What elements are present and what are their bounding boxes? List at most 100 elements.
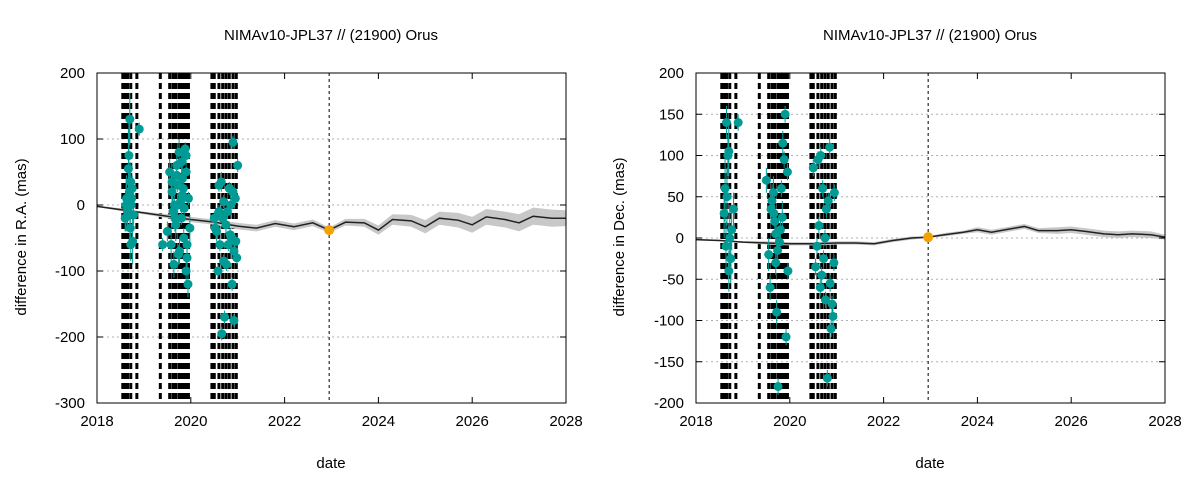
dec-data-point <box>782 167 792 177</box>
ra-data-point <box>182 240 192 250</box>
ra-data-point <box>219 197 229 207</box>
ra-data-point <box>222 207 232 217</box>
ra-data-point <box>229 246 239 256</box>
ra-data-point <box>172 170 182 180</box>
ra-y-tick-label: 100 <box>60 131 85 148</box>
ra-data-point <box>170 213 180 223</box>
ra-data-point <box>225 230 235 240</box>
ra-data-point <box>183 279 193 289</box>
dec-data-point <box>826 324 836 334</box>
ra-data-point <box>209 213 219 223</box>
dec-y-tick-label: 100 <box>659 148 684 165</box>
dec-data-point <box>768 188 778 198</box>
dec-data-point <box>818 184 828 193</box>
dec-x-tick-label: 2022 <box>867 413 900 430</box>
ra-data-point <box>233 160 243 170</box>
ra-data-point <box>166 240 176 250</box>
dec-data-point <box>773 245 783 255</box>
ra-data-point <box>176 157 186 167</box>
dec-data-point <box>827 299 837 309</box>
ra-x-tick-label: 2026 <box>456 413 489 430</box>
dec-data-point <box>829 258 839 268</box>
dec-data-point <box>777 212 787 222</box>
dec-y-axis-label: difference in Dec. (mas) <box>611 158 628 317</box>
dec-data-point <box>719 208 729 218</box>
dec-data-point <box>776 184 786 193</box>
ra-reference-point <box>324 225 335 236</box>
ra-data-point <box>125 190 135 200</box>
dec-data-point <box>817 270 827 280</box>
dec-data-point <box>724 266 734 276</box>
dec-data-point <box>724 146 734 156</box>
dec-data-point <box>779 155 789 165</box>
ra-data-point <box>125 114 135 124</box>
ra-data-point <box>181 266 191 276</box>
ra-y-tick-label: 200 <box>60 65 85 82</box>
dec-data-point <box>783 266 793 276</box>
dec-data-point <box>829 188 839 198</box>
ra-y-axis-label: difference in R.A. (mas) <box>13 158 30 315</box>
ra-data-point <box>218 213 228 223</box>
dec-data-point <box>823 196 833 206</box>
ra-data-point <box>123 203 133 213</box>
ra-data-point <box>182 253 192 263</box>
ra-y-tick-label: -100 <box>55 263 85 280</box>
ra-y-tick-label: -200 <box>55 329 85 346</box>
dec-x-tick-label: 2028 <box>1148 413 1181 430</box>
dec-data-point <box>819 254 829 264</box>
dec-x-tick-label: 2026 <box>1055 413 1088 430</box>
dec-data-point <box>733 118 743 127</box>
ra-data-point <box>178 184 188 193</box>
ra-data-point <box>229 316 239 325</box>
dec-model-line <box>695 225 1166 245</box>
dec-y-tick-label: -200 <box>654 395 684 412</box>
ra-data-point <box>231 236 241 246</box>
dec-data-point <box>729 204 739 214</box>
dec-data-point <box>780 109 790 119</box>
dec-data-point <box>821 204 831 214</box>
dec-data-point <box>727 225 737 235</box>
ra-data-point <box>228 137 238 147</box>
ra-data-point <box>213 266 223 276</box>
ra-x-axis-label: date <box>316 455 345 472</box>
ra-data-point <box>158 240 168 250</box>
dec-data-point <box>764 250 774 259</box>
ra-data-point <box>224 184 234 193</box>
ra-data-point <box>214 207 224 217</box>
dec-data-point <box>722 192 732 202</box>
dec-y-tick-label: 0 <box>676 230 684 247</box>
ra-data-point <box>180 144 190 154</box>
dec-x-tick-label: 2020 <box>773 413 806 430</box>
ra-data-point <box>221 259 231 269</box>
dec-chart-title: NIMAv10-JPL37 // (21900) Orus <box>823 27 1037 44</box>
dec-data-point <box>771 258 781 268</box>
dec-data-point <box>815 283 825 292</box>
dec-y-tick-label: -50 <box>662 271 684 288</box>
dec-data-point <box>765 283 775 292</box>
dec-data-point <box>721 241 731 251</box>
ra-model-line <box>96 205 566 231</box>
dec-x-tick-label: 2018 <box>679 413 712 430</box>
dec-data-point <box>770 217 780 226</box>
ra-x-tick-label: 2020 <box>174 413 207 430</box>
dec-data-point <box>822 373 832 383</box>
dec-data-point <box>721 118 731 127</box>
ra-data-point <box>123 164 133 174</box>
dec-data-point <box>812 241 822 251</box>
dec-panel: NIMAv10-JPL37 // (21900) Orus date diffe… <box>611 27 1182 472</box>
ra-x-tick-label: 2018 <box>80 413 113 430</box>
dec-y-tick-label: 150 <box>659 106 684 123</box>
dec-data-point <box>772 307 782 317</box>
dec-x-tick-label: 2024 <box>961 413 994 430</box>
dec-x-axis-label: date <box>915 455 944 472</box>
ra-data-point <box>210 223 220 233</box>
ra-y-tick-label: -300 <box>55 395 85 412</box>
ra-x-tick-label: 2024 <box>362 413 395 430</box>
ra-data-point <box>220 312 230 322</box>
dec-data-point <box>825 278 835 288</box>
ra-x-tick-label: 2028 <box>549 413 582 430</box>
dec-data-point <box>781 332 791 342</box>
dec-y-tick-label: -150 <box>654 354 684 371</box>
dec-data-point <box>761 175 771 185</box>
